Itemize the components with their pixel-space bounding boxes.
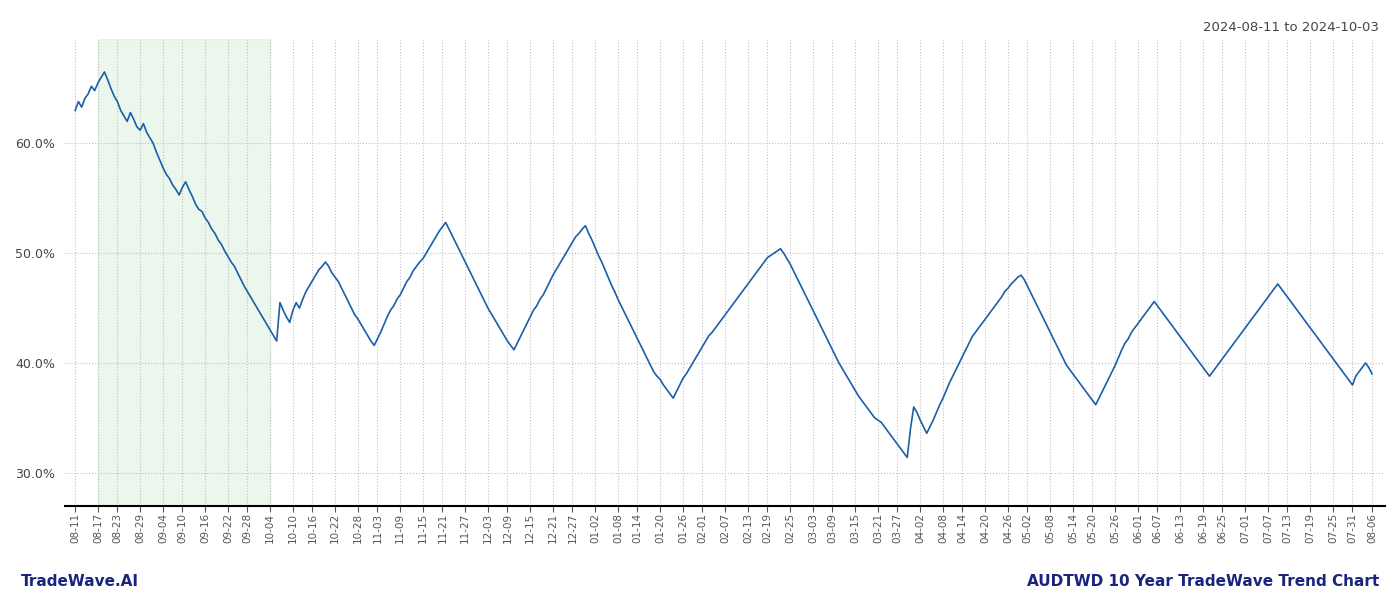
Text: TradeWave.AI: TradeWave.AI xyxy=(21,574,139,589)
Text: AUDTWD 10 Year TradeWave Trend Chart: AUDTWD 10 Year TradeWave Trend Chart xyxy=(1026,574,1379,589)
Bar xyxy=(98,39,270,506)
Text: 2024-08-11 to 2024-10-03: 2024-08-11 to 2024-10-03 xyxy=(1203,21,1379,34)
